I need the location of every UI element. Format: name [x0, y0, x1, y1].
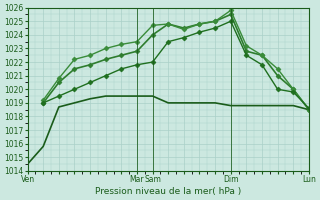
X-axis label: Pression niveau de la mer( hPa ): Pression niveau de la mer( hPa ) — [95, 187, 241, 196]
